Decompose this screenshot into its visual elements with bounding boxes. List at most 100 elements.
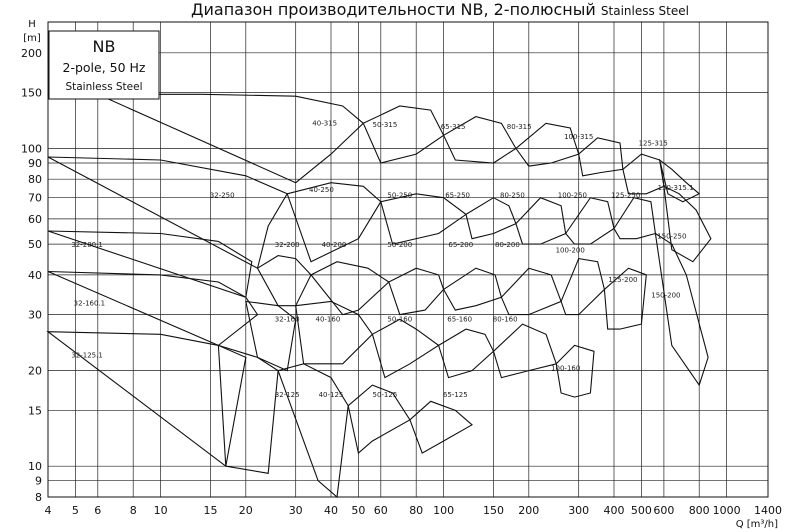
pump-range-65-315: 65-315 xyxy=(441,116,517,164)
pump-label: 40-315 xyxy=(312,120,337,128)
pump-label: 32-160 xyxy=(275,316,300,324)
x-tick-label: 8 xyxy=(130,504,137,517)
x-tick-label: 20 xyxy=(239,504,253,517)
pump-curve xyxy=(465,197,517,240)
y-tick-label: 9 xyxy=(35,475,42,488)
pump-label: 125-250 xyxy=(611,192,640,200)
pump-range-50-125: 50-125 xyxy=(347,384,411,455)
pump-label: 80-315 xyxy=(507,123,532,131)
legend-material: Stainless Steel xyxy=(65,81,142,93)
title-suffix: Stainless Steel xyxy=(600,4,689,18)
pump-label: 32-200 xyxy=(275,241,300,249)
y-axis-label-unit: [m] xyxy=(23,33,41,44)
pump-label: 150-200 xyxy=(651,291,680,299)
pump-label: 150-250 xyxy=(657,233,686,241)
x-tick-label: 200 xyxy=(518,504,539,517)
pump-label: 65-160 xyxy=(447,316,472,324)
pump-range-65-125: 65-125 xyxy=(409,391,473,454)
pump-label: 40-160 xyxy=(316,316,341,324)
y-tick-label: 40 xyxy=(28,269,42,282)
pump-curve xyxy=(362,105,445,164)
pump-range-40-250: 40-250 xyxy=(286,182,382,263)
pump-range-32-200: 32-200 xyxy=(256,241,312,307)
chart-title: Диапазон производительности NB, 2-полюсн… xyxy=(120,0,760,19)
pump-label: 125-200 xyxy=(608,276,637,284)
pump-range-32-250: 32-250 xyxy=(47,156,288,270)
pump-label: 32-160.1 xyxy=(74,300,105,308)
y-axis-label-h: H xyxy=(28,19,36,30)
pump-curve xyxy=(409,400,473,454)
legend-pole-frequency: 2-pole, 50 Hz xyxy=(63,60,146,75)
pump-curve xyxy=(286,182,382,263)
x-tick-label: 40 xyxy=(324,504,338,517)
pump-range-32-125.1: 32-125.1 xyxy=(46,331,247,468)
y-tick-label: 50 xyxy=(28,238,42,251)
x-axis-ticks: 4 5 6 8 10 15 20 30 40 50 60 80 100 150 200 300 400 500 60… xyxy=(45,504,783,517)
x-tick-label: 400 xyxy=(604,504,625,517)
pump-label: 65-200 xyxy=(448,241,473,249)
y-tick-label: 90 xyxy=(28,157,42,170)
pump-label: 150-315.1 xyxy=(658,184,694,192)
x-tick-label: 30 xyxy=(289,504,303,517)
pump-range-32-160: 32-160 xyxy=(245,300,300,372)
pump-range-40-160: 40-160 xyxy=(295,300,374,365)
pump-label: 65-250 xyxy=(445,192,470,200)
pump-range-50-200: 50-200 xyxy=(387,241,445,316)
pump-label: 65-315 xyxy=(441,123,466,131)
pump-curve xyxy=(47,230,253,299)
pump-curve xyxy=(603,267,647,330)
pump-label: 50-200 xyxy=(387,241,412,249)
pump-curve xyxy=(654,232,709,387)
pump-label: 125-315 xyxy=(639,140,668,148)
pump-curve xyxy=(663,185,712,263)
pump-range-80-160: 80-160 xyxy=(493,316,558,379)
legend-series-name: NB xyxy=(93,37,116,56)
pump-label: 32-200.1 xyxy=(71,241,102,249)
pump-curve xyxy=(371,318,440,379)
x-tick-label: 100 xyxy=(433,504,454,517)
pump-curve xyxy=(47,156,288,270)
y-axis-ticks: 8 9 10 15 20 30 40 50 60 70 80 90 100 150 200 xyxy=(21,47,42,504)
pump-curve xyxy=(515,197,567,245)
y-tick-label: 15 xyxy=(28,404,42,417)
pump-curve xyxy=(217,344,279,474)
pump-curve xyxy=(613,197,657,240)
pump-range-100-200: 100-200 xyxy=(556,247,606,316)
pump-label: 50-250 xyxy=(387,192,412,200)
y-tick-label: 150 xyxy=(21,87,42,100)
title-main: Диапазон производительности NB, 2-полюсн… xyxy=(191,0,596,19)
pump-range-40-200: 40-200 xyxy=(310,241,390,316)
pump-ranges: 32-125.1 32-125 32-160.1 32-160 32-200.1 32-2… xyxy=(46,93,712,499)
pump-range-40-315: 40-315 xyxy=(97,93,365,184)
pump-curve xyxy=(277,363,349,499)
pump-curve xyxy=(245,300,297,372)
pump-curve xyxy=(46,331,247,468)
x-tick-label: 15 xyxy=(204,504,218,517)
pump-label: 80-160 xyxy=(493,316,518,324)
x-tick-label: 500 xyxy=(631,504,652,517)
pump-label: 40-250 xyxy=(309,186,334,194)
pump-label: 80-200 xyxy=(495,241,520,249)
pump-label: 32-125.1 xyxy=(71,351,102,359)
pump-label: 40-200 xyxy=(322,241,347,249)
y-tick-label: 30 xyxy=(28,309,42,322)
plot-frame xyxy=(47,21,769,498)
x-tick-label: 80 xyxy=(409,504,423,517)
pump-range-150-315.1: 150-315.1 xyxy=(658,158,701,203)
x-tick-label: 10 xyxy=(154,504,168,517)
pump-range-100-160: 100-160 xyxy=(551,344,595,398)
pump-label: 40-125 xyxy=(319,391,344,399)
x-tick-label: 4 xyxy=(45,504,52,517)
pump-range-80-200: 80-200 xyxy=(495,241,562,316)
x-tick-label: 800 xyxy=(689,504,710,517)
pump-curve xyxy=(658,158,701,203)
pump-label: 100-160 xyxy=(551,365,580,373)
pump-range-100-250: 100-250 xyxy=(558,192,615,245)
pump-range-32-125: 32-125 xyxy=(217,344,300,474)
x-tick-label: 6 xyxy=(94,504,101,517)
pump-range-125-250: 125-250 xyxy=(611,192,657,240)
pump-label: 50-315 xyxy=(373,121,398,129)
x-axis-label: Q [m³/h] xyxy=(736,519,778,530)
pump-label: 100-250 xyxy=(558,192,587,200)
